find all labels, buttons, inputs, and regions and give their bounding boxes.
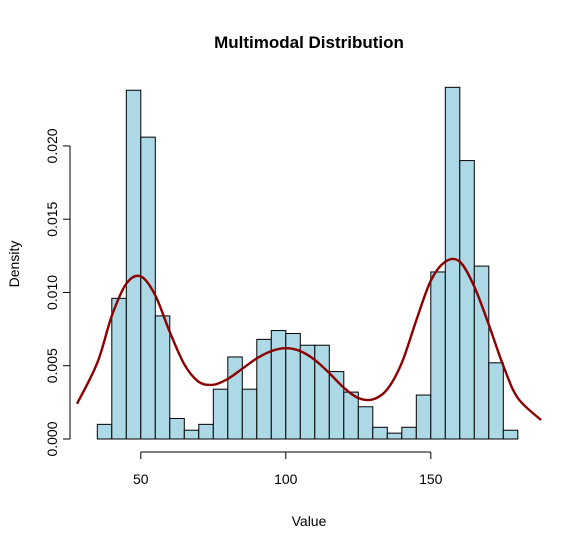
y-tick-label: 0.005 bbox=[44, 348, 60, 383]
chart-title: Multimodal Distribution bbox=[214, 33, 404, 52]
histogram-bar bbox=[140, 136, 156, 440]
y-axis: 0.000 0.005 0.010 0.015 0.020 bbox=[44, 128, 71, 457]
density-curve bbox=[75, 257, 542, 421]
y-tick-label: 0.020 bbox=[44, 128, 60, 163]
x-tick-label: 100 bbox=[274, 471, 298, 487]
histogram-bar bbox=[343, 391, 359, 440]
histogram-bar bbox=[198, 423, 214, 440]
x-axis-label: Value bbox=[292, 513, 327, 529]
histogram-bar bbox=[212, 388, 229, 440]
x-tick-label: 50 bbox=[133, 471, 149, 487]
histogram-bar bbox=[459, 160, 475, 440]
histogram-bar bbox=[154, 315, 171, 440]
y-axis-label: Density bbox=[6, 241, 22, 288]
histogram-bar bbox=[111, 297, 127, 440]
histogram-bar bbox=[401, 426, 417, 440]
histogram-bar bbox=[473, 265, 490, 440]
y-tick-label: 0.000 bbox=[44, 421, 60, 456]
histogram-bar bbox=[372, 426, 388, 440]
histogram-bar bbox=[169, 417, 185, 440]
histogram-bar bbox=[270, 330, 287, 440]
histogram-bar bbox=[430, 271, 446, 440]
histogram-bar bbox=[357, 406, 374, 440]
histogram-bar bbox=[502, 429, 519, 440]
histogram-bar bbox=[241, 388, 258, 440]
y-tick-label: 0.015 bbox=[44, 201, 60, 236]
histogram-bar bbox=[415, 394, 432, 440]
y-tick-label: 0.010 bbox=[44, 275, 60, 310]
histogram-bar bbox=[314, 344, 330, 440]
histogram-bar bbox=[488, 362, 504, 440]
histogram-bar bbox=[444, 86, 461, 440]
histogram-bar bbox=[386, 432, 403, 440]
x-tick-label: 150 bbox=[419, 471, 443, 487]
density-curve-group bbox=[75, 257, 542, 421]
histogram-bar bbox=[125, 89, 142, 440]
histogram-bars bbox=[96, 86, 519, 440]
histogram-bar bbox=[183, 429, 200, 440]
x-axis: 50 100 150 bbox=[133, 451, 443, 487]
histogram-bar bbox=[96, 423, 113, 440]
